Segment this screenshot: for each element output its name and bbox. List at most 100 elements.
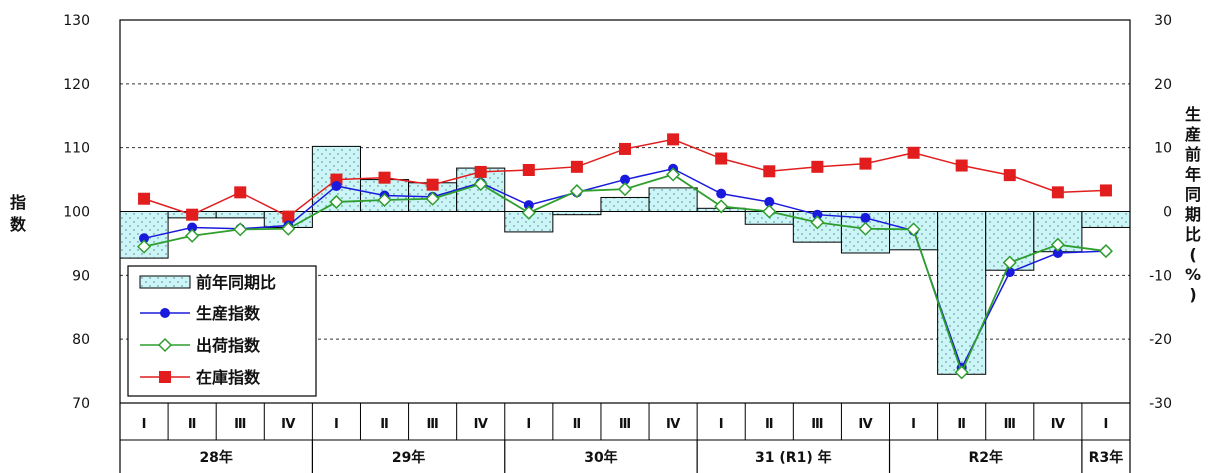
inventory-point [811,160,824,173]
index-lines [136,133,1114,380]
inventory-point [186,208,199,221]
yoy-bar [600,196,650,212]
production-point [764,196,775,207]
shipment-point [906,222,921,237]
plot-frame [119,19,1131,404]
right-tick-label: -10 [1149,268,1172,284]
production-point [139,233,150,244]
year-label: R3年 [1089,449,1124,466]
quarter-label: Ⅱ [957,417,966,432]
left-tick-label: 80 [72,332,90,348]
left-axis-char: 指 [10,193,26,212]
shipment-point [329,194,344,209]
left-axis-char: 数 [10,215,27,234]
right-axis-char: 前 [1185,145,1201,164]
right-axis-char: 年 [1185,165,1201,184]
yoy-bar [937,211,987,375]
legend-marker [160,308,170,318]
quarter-label: Ⅳ [281,417,296,432]
quarter-label: Ⅰ [142,417,147,432]
right-axis-char: 生 [1185,105,1201,124]
shipment-point [858,221,873,236]
shipment-point [233,222,248,237]
inventory-point [619,142,631,155]
quarter-label: Ⅳ [1051,417,1066,432]
quarter-label: Ⅰ [334,417,339,432]
right-tick-label: 10 [1154,141,1172,157]
shipment-point [666,167,681,182]
production-point [620,174,630,185]
left-axis-label: 指数 [10,193,27,234]
left-tick-label: 90 [72,268,90,284]
left-tick-label: 70 [72,396,90,412]
inventory-point [378,171,391,184]
right-axis-char: 比 [1185,225,1201,244]
quarter-label: Ⅲ [1004,417,1016,432]
right-tick-label: 20 [1154,77,1172,93]
production-point [1052,247,1063,258]
inventory-point [763,165,776,178]
year-label: 28年 [199,449,232,466]
shipment-point [425,191,440,206]
quarter-label: Ⅱ [765,417,774,432]
quarter-label: Ⅳ [858,417,873,432]
shipment-point [377,192,392,208]
production-point [187,222,198,233]
production-point [523,200,534,211]
quarter-label: Ⅰ [1104,417,1109,432]
right-tick-label: 0 [1163,205,1172,221]
shipment-point [185,228,200,243]
year-label: R2年 [968,449,1003,466]
left-tick-label: 100 [63,205,90,221]
inventory-point [1099,184,1112,197]
x-axis-table: Ⅰ Ⅱ Ⅲ Ⅳ Ⅰ Ⅱ Ⅲ Ⅳ Ⅰ Ⅱ Ⅲ Ⅳ Ⅰ Ⅱ Ⅲ Ⅳ Ⅰ Ⅱ Ⅲ Ⅳ Ⅰ 28年 29年 30年 31 (R1) 年 R… [119,403,1131,473]
year-label: 31 (R1) 年 [755,449,832,466]
yoy-bar [985,211,1035,271]
legend-label: 前年同期比 [196,273,276,292]
shipment-point [281,221,296,236]
quarter-label: Ⅳ [474,417,489,432]
inventory-point [667,133,680,146]
inventory-point [138,192,151,205]
right-axis-char: ) [1189,285,1196,304]
inventory-point [1051,186,1064,199]
legend-marker [159,371,171,383]
right-axis-char: 産 [1185,125,1201,144]
quarter-label: Ⅰ [911,417,916,432]
inventory-point [474,165,487,178]
inventory-point [570,160,583,173]
right-axis-char: 期 [1185,205,1201,224]
quarter-label: Ⅰ [719,417,724,432]
shipment-point [136,239,152,254]
inventory-point [859,157,872,170]
inventory-point [955,159,968,172]
quarter-label: Ⅱ [573,417,582,432]
yoy-bar [648,187,698,213]
shipment-point [569,184,584,199]
shipment-point [1098,244,1114,259]
shipment-point [473,176,488,192]
inventory-point [522,164,535,177]
left-tick-label: 120 [63,77,90,93]
legend-swatch-bar [139,275,191,289]
quarter-label: Ⅲ [811,417,823,432]
inventory-point [907,146,920,159]
year-label: 30年 [584,449,617,466]
quarter-label: Ⅲ [234,417,246,432]
right-axis-ticks: -30 -20 -10 0 10 20 30 [1149,13,1172,412]
shipment-point [617,182,633,197]
left-tick-label: 130 [63,13,90,29]
production-point [716,188,727,199]
quarter-label: Ⅲ [426,417,438,432]
inventory-point [426,178,439,191]
inventory-point [234,186,247,199]
shipment-point [1050,237,1065,252]
quarter-label: Ⅲ [619,417,631,432]
right-tick-label: 30 [1154,13,1172,29]
inventory-point [1003,169,1016,182]
shipment-point [810,215,825,230]
year-label: 29年 [392,449,425,466]
